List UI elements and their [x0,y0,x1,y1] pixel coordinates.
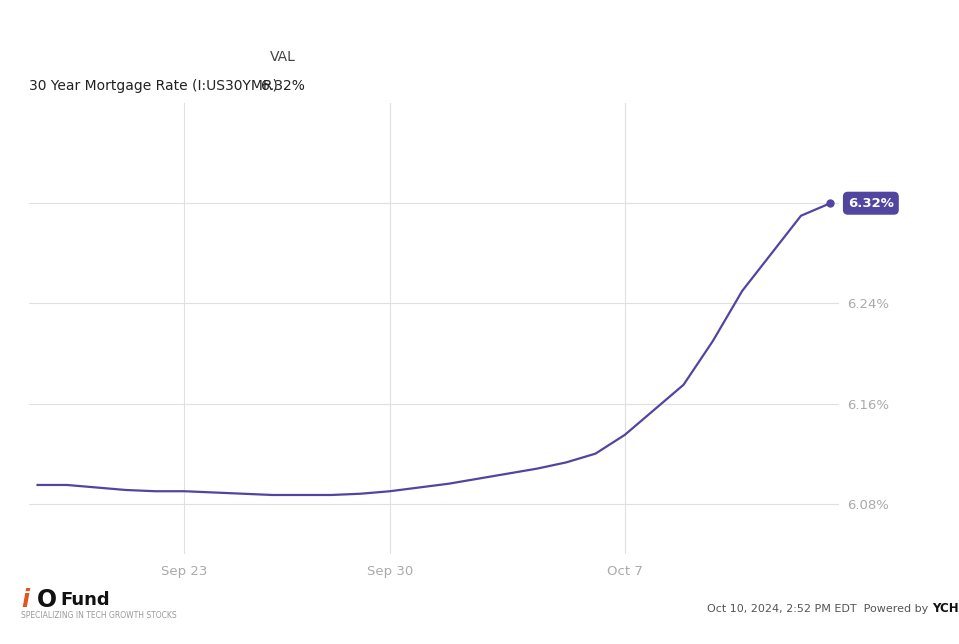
Text: i: i [21,588,29,612]
Text: YCHARTS: YCHARTS [932,602,959,615]
Text: O: O [36,588,57,612]
Text: 6.32%: 6.32% [848,196,894,210]
Text: VAL: VAL [270,50,295,64]
Text: 30 Year Mortgage Rate (I:US30YMR): 30 Year Mortgage Rate (I:US30YMR) [29,79,278,93]
Text: Oct 10, 2024, 2:52 PM EDT  Powered by: Oct 10, 2024, 2:52 PM EDT Powered by [708,603,932,614]
Text: 6.32%: 6.32% [261,79,305,93]
Text: Fund: Fund [60,591,110,609]
Text: SPECIALIZING IN TECH GROWTH STOCKS: SPECIALIZING IN TECH GROWTH STOCKS [21,611,176,620]
